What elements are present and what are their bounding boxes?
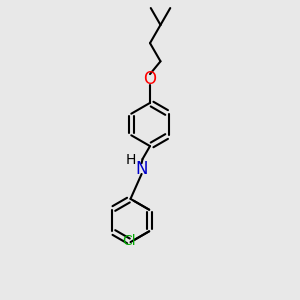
Text: H: H bbox=[126, 153, 136, 167]
Text: O: O bbox=[143, 70, 157, 88]
Text: Cl: Cl bbox=[123, 234, 136, 248]
Text: N: N bbox=[135, 160, 148, 178]
